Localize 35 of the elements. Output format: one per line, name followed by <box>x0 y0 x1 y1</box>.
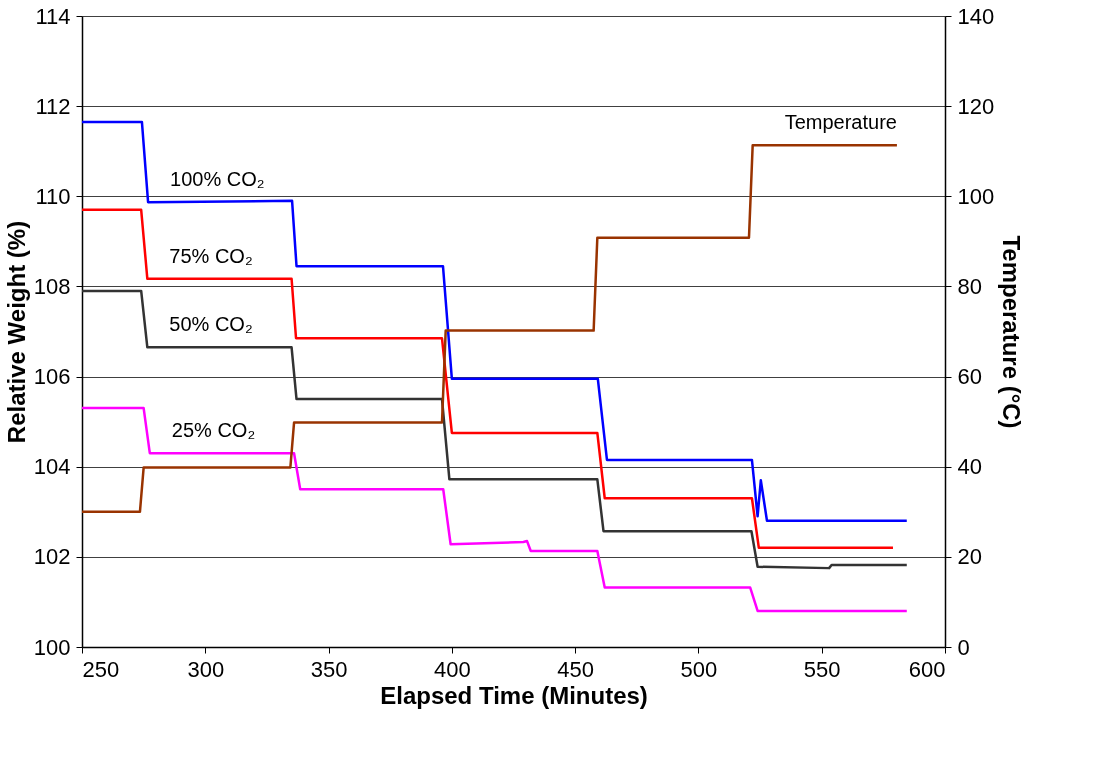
y-tick-label: 100 <box>33 634 71 660</box>
y2-tick-label: 100 <box>957 183 995 209</box>
x-tick-label: 300 <box>187 656 225 682</box>
x-tick-label: 450 <box>557 656 594 682</box>
y2-tick-label: 0 <box>957 634 970 660</box>
line-series <box>82 289 909 570</box>
series-label: Temperature <box>784 111 897 134</box>
y2-tick-label: 60 <box>957 364 982 390</box>
y2-axis-title: Temperature (°C) <box>998 235 1026 429</box>
y2-tick-label: 120 <box>957 93 995 119</box>
series-label: 25% CO₂ <box>171 419 256 442</box>
y-tick-label: 104 <box>33 454 71 480</box>
series-label: 50% CO₂ <box>169 313 253 336</box>
y-tick-label: 114 <box>35 3 71 29</box>
x-tick-label: 350 <box>310 656 348 682</box>
series-label: 75% CO₂ <box>169 244 253 267</box>
x-tick-label: 500 <box>680 656 718 682</box>
y-tick-label: 106 <box>33 364 71 390</box>
line-series <box>82 208 895 550</box>
y2-tick-label: 40 <box>957 454 982 480</box>
y-tick-label: 110 <box>35 183 71 209</box>
y2-tick-label: 20 <box>957 544 982 570</box>
y-axis-title: Relative Weight (%) <box>2 220 30 444</box>
x-axis-title: Elapsed Time (Minutes) <box>380 681 648 709</box>
x-tick-label: 400 <box>434 656 471 682</box>
y-tick-label: 108 <box>33 273 71 299</box>
y2-tick-label: 140 <box>957 3 995 29</box>
line-series <box>82 406 909 613</box>
y2-tick-label: 80 <box>957 273 982 299</box>
x-tick-label: 600 <box>908 656 946 682</box>
series-label: 100% CO₂ <box>170 168 265 191</box>
x-tick-label: 550 <box>803 656 841 682</box>
y-tick-label: 112 <box>35 93 71 119</box>
y-tick-label: 102 <box>33 544 71 570</box>
x-tick-label: 250 <box>82 656 120 682</box>
